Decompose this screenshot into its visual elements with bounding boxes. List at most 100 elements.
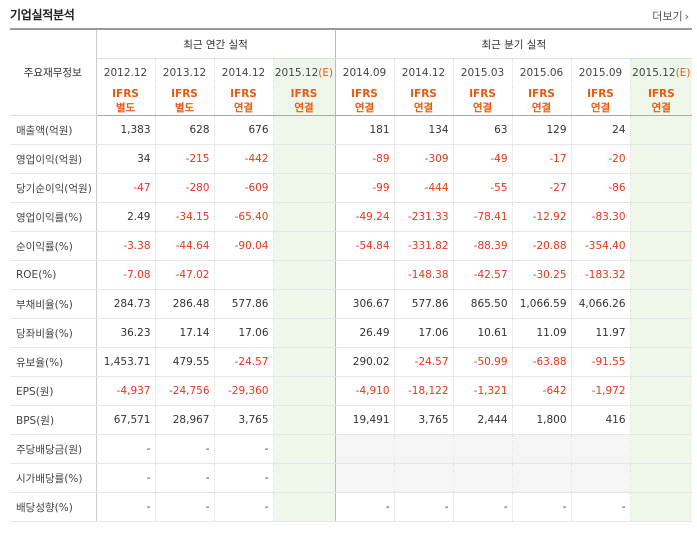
table-cell: - <box>95 492 155 522</box>
row-label: 매출액(억원) <box>10 115 97 145</box>
table-row: BPS(원) 67,571 28,967 3,765 19,491 3,765 2,444 1… <box>10 405 693 435</box>
table-cell: 129 <box>511 115 572 145</box>
table-cell: -4,937 <box>95 376 155 406</box>
table-cell <box>452 434 513 464</box>
table-cell: - <box>393 492 454 522</box>
table-row: 부채비율(%) 284.73 286.48 577.86 306.67 577.86 865… <box>10 289 693 319</box>
table-cell: - <box>154 492 214 522</box>
period-header: 2013.12 <box>154 58 214 87</box>
table-cell: -83.30 <box>570 202 631 232</box>
period-header: 2014.12 <box>393 58 454 87</box>
table-cell: -1,321 <box>452 376 513 406</box>
section-title: 기업실적분석 <box>10 8 75 22</box>
table-cell: -99 <box>334 173 395 203</box>
table-cell: -24.57 <box>393 347 454 377</box>
estimate-mark: (E) <box>318 67 334 79</box>
table-cell: 290.02 <box>334 347 395 377</box>
row-label: 주당배당금(원) <box>10 434 97 464</box>
table-cell: 34 <box>95 144 155 174</box>
table-cell <box>452 463 513 493</box>
ifrs-scope: 별도 <box>115 102 136 114</box>
table-cell <box>272 260 336 290</box>
ifrs-header: IFRS 별도 <box>95 87 155 116</box>
table-cell: -24,756 <box>154 376 214 406</box>
table-cell <box>570 463 631 493</box>
period-header: 2015.06 <box>511 58 572 87</box>
table-cell <box>393 434 454 464</box>
table-cell: -3.38 <box>95 231 155 261</box>
table-cell: -49 <box>452 144 513 174</box>
row-label: 부채비율(%) <box>10 289 97 319</box>
table-cell: -30.25 <box>511 260 572 290</box>
table-cell: 10.61 <box>452 318 513 348</box>
table-cell: 36.23 <box>95 318 155 348</box>
table-row: 순이익률(%) -3.38 -44.64 -90.04 -54.84 -331.82 -88… <box>10 231 693 261</box>
table-cell <box>629 202 693 232</box>
table-cell: -1,972 <box>570 376 631 406</box>
table-cell: 2,444 <box>452 405 513 435</box>
table-cell: -20 <box>570 144 631 174</box>
table-cell <box>629 492 693 522</box>
table-cell: 284.73 <box>95 289 155 319</box>
table-cell: 19,491 <box>334 405 395 435</box>
period-label: 2015.12 <box>274 67 319 79</box>
table-cell: -12.92 <box>511 202 572 232</box>
table-cell <box>629 376 693 406</box>
table-cell <box>334 463 395 493</box>
table-cell <box>629 318 693 348</box>
row-label: 영업이익률(%) <box>10 202 97 232</box>
table-cell <box>511 463 572 493</box>
row-label: 배당성향(%) <box>10 492 97 522</box>
row-label: 유보율(%) <box>10 347 97 377</box>
period-label: 2015.09 <box>578 67 623 79</box>
quarter-group-header: 최근 분기 실적 <box>334 29 693 59</box>
table-cell: - <box>95 463 155 493</box>
table-cell: 628 <box>154 115 214 145</box>
table-cell <box>272 347 336 377</box>
ifrs-header: IFRS 연결 <box>452 87 513 116</box>
period-header: 2015.03 <box>452 58 513 87</box>
table-cell <box>272 405 336 435</box>
ifrs-standard: IFRS <box>587 88 614 100</box>
table-cell <box>272 318 336 348</box>
row-label: BPS(원) <box>10 405 97 435</box>
table-cell: 181 <box>334 115 395 145</box>
table-cell: -148.38 <box>393 260 454 290</box>
table-row: 유보율(%) 1,453.71 479.55 -24.57 290.02 -24.57 -5… <box>10 347 693 377</box>
table-cell <box>629 463 693 493</box>
table-cell: - <box>213 463 273 493</box>
table-cell: 11.09 <box>511 318 572 348</box>
table-cell: 676 <box>213 115 273 145</box>
ifrs-scope: 연결 <box>590 102 611 114</box>
ifrs-header: IFRS 연결 <box>570 87 631 116</box>
period-header: 2014.09 <box>334 58 395 87</box>
period-label: 2014.12 <box>401 67 446 79</box>
table-cell: - <box>511 492 572 522</box>
table-cell: -78.41 <box>452 202 513 232</box>
ifrs-header: IFRS 연결 <box>511 87 572 116</box>
table-cell: - <box>570 492 631 522</box>
table-cell: -91.55 <box>570 347 631 377</box>
table-cell: 1,383 <box>95 115 155 145</box>
table-cell <box>272 115 336 145</box>
table-cell: -642 <box>511 376 572 406</box>
period-header: 2015.12(E) <box>272 58 336 87</box>
ifrs-header: IFRS 별도 <box>154 87 214 116</box>
table-row: 시가배당률(%) - - - <box>10 463 693 493</box>
table-cell: 28,967 <box>154 405 214 435</box>
ifrs-header: IFRS 연결 <box>213 87 273 116</box>
more-link[interactable]: 더보기 › <box>652 8 689 24</box>
ifrs-header: IFRS 연결 <box>393 87 454 116</box>
table-cell: 3,765 <box>213 405 273 435</box>
table-cell: -354.40 <box>570 231 631 261</box>
table-cell: 4,066.26 <box>570 289 631 319</box>
table-cell <box>272 492 336 522</box>
ifrs-standard: IFRS <box>351 88 378 100</box>
table-row: 당좌비율(%) 36.23 17.14 17.06 26.49 17.06 10.61 11.… <box>10 318 693 348</box>
table-cell: -442 <box>213 144 273 174</box>
table-cell: 479.55 <box>154 347 214 377</box>
table-cell: 134 <box>393 115 454 145</box>
table-cell: -47.02 <box>154 260 214 290</box>
table-cell: -42.57 <box>452 260 513 290</box>
ifrs-scope: 연결 <box>354 102 375 114</box>
